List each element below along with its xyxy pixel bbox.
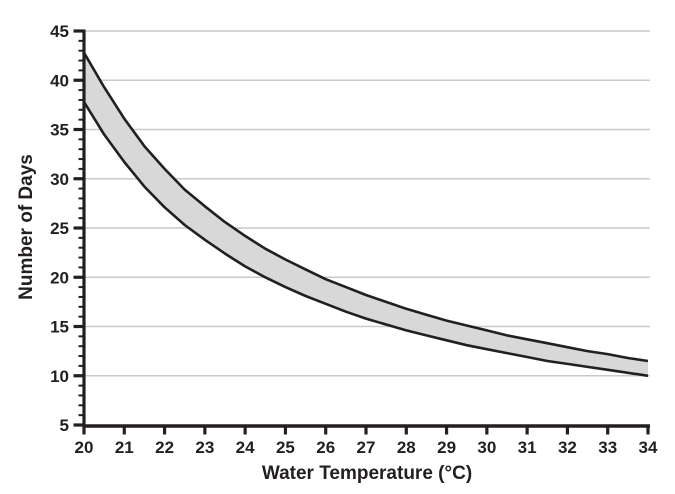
x-tick-label-32: 32 <box>558 438 577 457</box>
x-tick-label-25: 25 <box>276 438 295 457</box>
y-tick-label-25: 25 <box>50 219 69 238</box>
y-tick-label-30: 30 <box>50 170 69 189</box>
x-tick-label-27: 27 <box>357 438 376 457</box>
x-tick-label-24: 24 <box>236 438 255 457</box>
x-tick-label-21: 21 <box>115 438 134 457</box>
x-tick-label-23: 23 <box>195 438 214 457</box>
y-tick-label-20: 20 <box>50 268 69 287</box>
upper-bound-curve <box>82 52 649 363</box>
x-tick-label-31: 31 <box>518 438 537 457</box>
y-tick-label-45: 45 <box>50 22 69 41</box>
x-tick-label-22: 22 <box>155 438 174 457</box>
y-tick-label-15: 15 <box>50 318 69 337</box>
y-tick-label-5: 5 <box>60 416 69 435</box>
y-tick-label-35: 35 <box>50 121 69 140</box>
x-tick-label-20: 20 <box>75 438 94 457</box>
x-tick-label-33: 33 <box>598 438 617 457</box>
y-tick-label-10: 10 <box>50 367 69 386</box>
lower-bound-curve <box>82 101 649 378</box>
x-tick-label-34: 34 <box>639 438 658 457</box>
y-tick-label-40: 40 <box>50 71 69 90</box>
x-tick-label-28: 28 <box>397 438 416 457</box>
x-tick-label-29: 29 <box>437 438 456 457</box>
x-tick-label-30: 30 <box>477 438 496 457</box>
y-axis-title: Number of Days <box>16 154 37 300</box>
x-tick-label-26: 26 <box>316 438 335 457</box>
x-axis-title: Water Temperature (°C) <box>261 463 473 484</box>
days-range-band <box>84 52 648 376</box>
